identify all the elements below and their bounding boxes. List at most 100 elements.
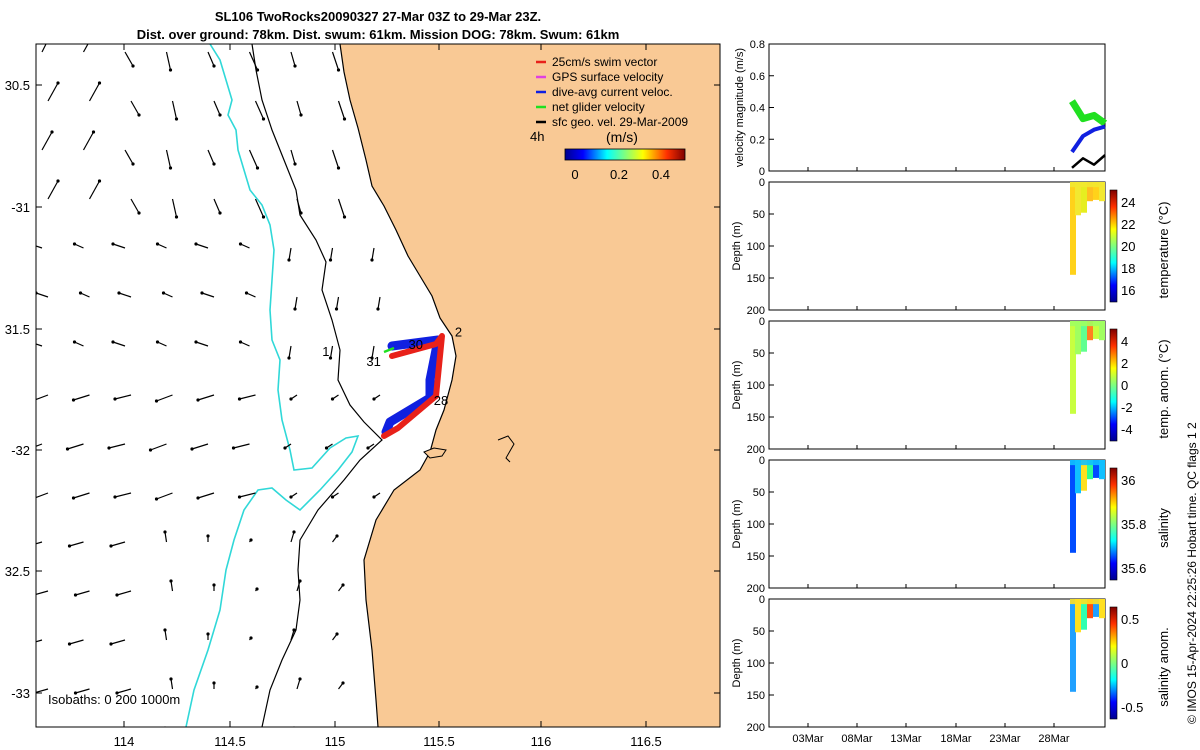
depth-y-tick: 0 <box>759 455 765 467</box>
depth-y-tick: 200 <box>747 583 765 595</box>
velocity-vector-head <box>255 587 259 591</box>
velocity-vector <box>213 198 221 214</box>
colorbar-label: salinity <box>1156 508 1171 548</box>
velocity-vector-head <box>168 68 173 72</box>
colorbar-tick-label: 18 <box>1121 261 1135 276</box>
legend-item-label: GPS surface velocity <box>552 70 663 84</box>
velocity-vector <box>47 180 59 200</box>
velocity-vector-head <box>200 291 204 295</box>
velocity-vector-head <box>161 291 166 295</box>
map-y-tick-label: -33 <box>11 686 30 701</box>
section-column <box>1093 460 1099 478</box>
velocity-vector <box>112 341 126 347</box>
velocity-vector <box>28 738 42 742</box>
net-glider-velocity-track <box>383 346 395 354</box>
velocity-vector <box>116 590 132 596</box>
colorbar-tick-label: 0 <box>1121 378 1128 393</box>
velocity-vector-head <box>56 179 60 183</box>
depth-y-tick: 100 <box>747 380 765 392</box>
section-column <box>1070 182 1076 275</box>
isobath-1000m <box>185 44 360 727</box>
section-column <box>1087 599 1093 619</box>
velocity-vector-head <box>342 215 347 219</box>
velocity-vector-head <box>169 677 173 681</box>
legend-duration-label: 4h <box>530 129 544 144</box>
velocity-vector-head <box>292 530 296 534</box>
velocity-vector <box>201 292 215 298</box>
velocity-vector <box>36 292 49 298</box>
velocity-vector-head <box>292 628 296 632</box>
velocity-vector <box>47 82 59 102</box>
velocity-vector-head <box>212 64 216 68</box>
velocity-vector-head <box>238 340 243 344</box>
velocity-vector <box>82 44 89 53</box>
velocity-vector <box>288 345 292 359</box>
velocity-vector <box>296 678 301 690</box>
velocity-vector-head <box>261 117 266 121</box>
map-y-tick-label: 32.5 <box>5 564 30 579</box>
velocity-vector <box>296 100 302 116</box>
section-column <box>1099 321 1105 341</box>
velocity-vector <box>290 149 296 165</box>
colorbar-title: (m/s) <box>606 129 638 145</box>
velocity-vector <box>290 629 295 641</box>
velocity-vector <box>246 292 256 298</box>
velocity-vector-head <box>283 446 287 450</box>
depth-y-label: Depth (m) <box>731 222 743 271</box>
section-column <box>1087 321 1093 341</box>
velocity-vector-head <box>115 691 119 695</box>
credit-text: © IMOS 15-Apr-2024 22:25:26 Hobart time.… <box>1185 422 1199 724</box>
colorbar-label: salinity anom. <box>1156 627 1171 706</box>
velocity-vector-head <box>65 447 70 451</box>
velocity-vector-head <box>289 397 293 401</box>
time-tick-label: 18Mar <box>940 733 972 745</box>
velocity-vector-head <box>249 734 252 737</box>
velocity-vector-head <box>293 162 297 166</box>
velocity-vector <box>240 243 250 249</box>
dive-avg-current-track <box>381 335 443 437</box>
legend-item-label: dive-avg current veloc. <box>552 85 673 99</box>
velocity-vector <box>331 51 340 71</box>
velocity-vector <box>157 243 167 249</box>
colorbar-tick-label: 24 <box>1121 195 1135 210</box>
velocity-vector <box>41 131 53 151</box>
depth-y-tick: 150 <box>747 690 765 702</box>
velocity-vector <box>156 394 173 402</box>
time-tick-label: 03Mar <box>792 733 824 745</box>
section-surface-layer <box>1070 460 1105 466</box>
velocity-panel-frame <box>768 43 1106 172</box>
colorbar-tick-label: 2 <box>1121 356 1128 371</box>
depth-y-tick: 100 <box>747 519 765 531</box>
velocity-series-line <box>1071 154 1106 169</box>
velocity-vector <box>124 51 134 67</box>
velocity-vector-head <box>67 544 72 548</box>
surface-velocity-field <box>26 44 381 742</box>
colorbar-tick-label: 20 <box>1121 239 1135 254</box>
velocity-vector-head <box>73 691 78 695</box>
speed-colorbar <box>564 148 686 161</box>
velocity-vector-head <box>287 258 291 262</box>
velocity-vector-head <box>72 340 77 344</box>
section-column <box>1087 182 1093 202</box>
velocity-vector-head <box>71 398 76 402</box>
depth-y-tick: 50 <box>753 487 765 499</box>
depth-panel-frame <box>768 320 1106 450</box>
map-y-tick-label: -31 <box>11 200 30 215</box>
velocity-vector <box>36 394 49 401</box>
depth-y-tick: 200 <box>747 722 765 734</box>
velocity-vector-head <box>26 642 29 645</box>
colorbar-tick-label: 16 <box>1121 283 1135 298</box>
colorbar-tick-label: 0 <box>571 167 578 182</box>
velocity-vector-head <box>163 530 167 534</box>
depth-y-tick: 150 <box>747 412 765 424</box>
velocity-vector <box>371 247 375 261</box>
velocity-vector-head <box>196 496 200 500</box>
velocity-vector <box>294 296 298 310</box>
velocity-vector-head <box>212 162 216 166</box>
section-surface-layer <box>1070 182 1105 188</box>
velocity-vector-head <box>255 685 259 689</box>
velocity-vector <box>36 541 43 545</box>
velocity-vector <box>164 629 168 641</box>
velocity-vector <box>114 492 132 498</box>
